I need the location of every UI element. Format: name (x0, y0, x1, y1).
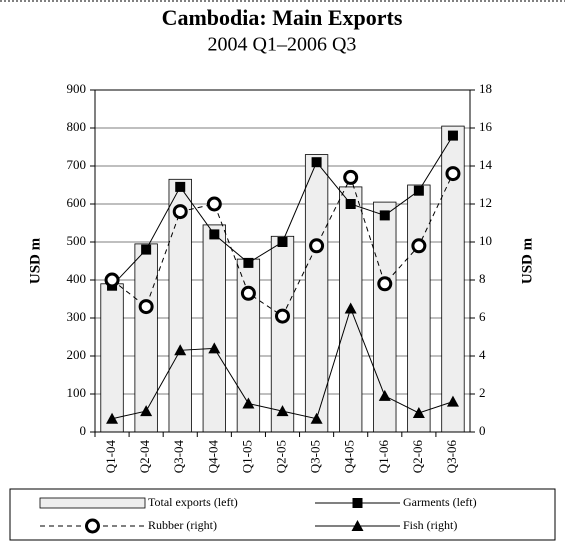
chart-subtitle: 2004 Q1–2006 Q3 (208, 34, 357, 56)
y2-tick-label: 0 (479, 423, 486, 438)
legend-label: Fish (right) (403, 518, 457, 532)
legend-label: Garments (left) (403, 495, 477, 509)
y-tick-label: 200 (67, 347, 87, 362)
y-tick-label: 300 (67, 309, 87, 324)
marker (378, 389, 391, 401)
x-tick-label: Q4-05 (342, 440, 357, 473)
x-tick-label: Q4-04 (205, 440, 220, 474)
marker (275, 308, 290, 324)
chart-title: Cambodia: Main Exports (162, 5, 403, 30)
marker (175, 181, 186, 192)
y-tick-label: 800 (67, 119, 87, 134)
marker (209, 229, 220, 240)
bar (100, 283, 124, 433)
y2-tick-label: 2 (479, 385, 486, 400)
marker (240, 285, 256, 301)
marker (446, 395, 459, 407)
legend-marker (85, 518, 100, 534)
y-tick-label: 600 (67, 195, 87, 210)
y2-axis-label: USD m (519, 237, 535, 284)
legend-marker (351, 520, 364, 531)
x-tick-label: Q2-05 (273, 440, 288, 473)
marker (310, 412, 323, 424)
y2-tick-label: 14 (479, 157, 493, 172)
marker (377, 276, 393, 292)
y2-tick-label: 10 (479, 233, 492, 248)
x-tick-label: Q1-04 (103, 440, 118, 474)
marker (276, 405, 289, 417)
legend-label: Total exports (left) (148, 495, 238, 509)
marker (106, 412, 119, 424)
plot-frame (94, 89, 471, 433)
y2-tick-label: 6 (479, 309, 486, 324)
bar (407, 184, 431, 433)
marker (174, 344, 187, 356)
bar (134, 243, 158, 433)
marker (138, 299, 154, 315)
marker (311, 157, 322, 168)
legend-label: Rubber (right) (148, 518, 217, 532)
y2-tick-label: 18 (479, 81, 492, 96)
marker (379, 210, 390, 221)
marker (277, 237, 288, 247)
bar (202, 224, 226, 433)
marker (411, 238, 427, 254)
y-tick-label: 900 (67, 81, 87, 96)
y2-tick-label: 4 (479, 347, 486, 362)
marker (206, 196, 222, 212)
y-axis-label: USD m (27, 237, 43, 284)
y2-tick-label: 12 (479, 195, 492, 210)
x-tick-label: Q1-05 (239, 440, 254, 473)
x-tick-label: Q3-05 (308, 440, 323, 473)
marker (309, 238, 325, 254)
y-tick-label: 500 (67, 233, 87, 248)
marker (343, 169, 359, 185)
legend-box (9, 488, 556, 541)
y-tick-label: 700 (67, 157, 87, 172)
x-tick-label: Q2-06 (410, 440, 425, 474)
marker (447, 130, 458, 141)
marker (345, 199, 356, 209)
x-tick-label: Q3-06 (444, 440, 459, 474)
bar (270, 235, 295, 433)
marker (140, 405, 153, 417)
x-tick-label: Q3-04 (171, 440, 186, 474)
marker (172, 204, 188, 220)
bar (304, 154, 329, 433)
marker (412, 407, 425, 418)
x-tick-label: Q2-04 (137, 440, 152, 474)
legend-swatch (39, 497, 146, 509)
marker (141, 244, 152, 255)
y2-tick-label: 8 (479, 271, 486, 286)
marker (344, 302, 357, 314)
y-tick-label: 400 (67, 271, 87, 286)
y2-tick-label: 16 (479, 119, 493, 134)
y-tick-label: 100 (67, 385, 87, 400)
y-tick-label: 0 (80, 423, 87, 438)
marker (413, 185, 424, 196)
legend-marker (352, 498, 363, 508)
marker (445, 166, 461, 182)
marker (208, 342, 221, 354)
x-tick-label: Q1-06 (376, 440, 391, 474)
marker (242, 397, 255, 409)
marker (104, 272, 120, 288)
marker (243, 257, 254, 268)
